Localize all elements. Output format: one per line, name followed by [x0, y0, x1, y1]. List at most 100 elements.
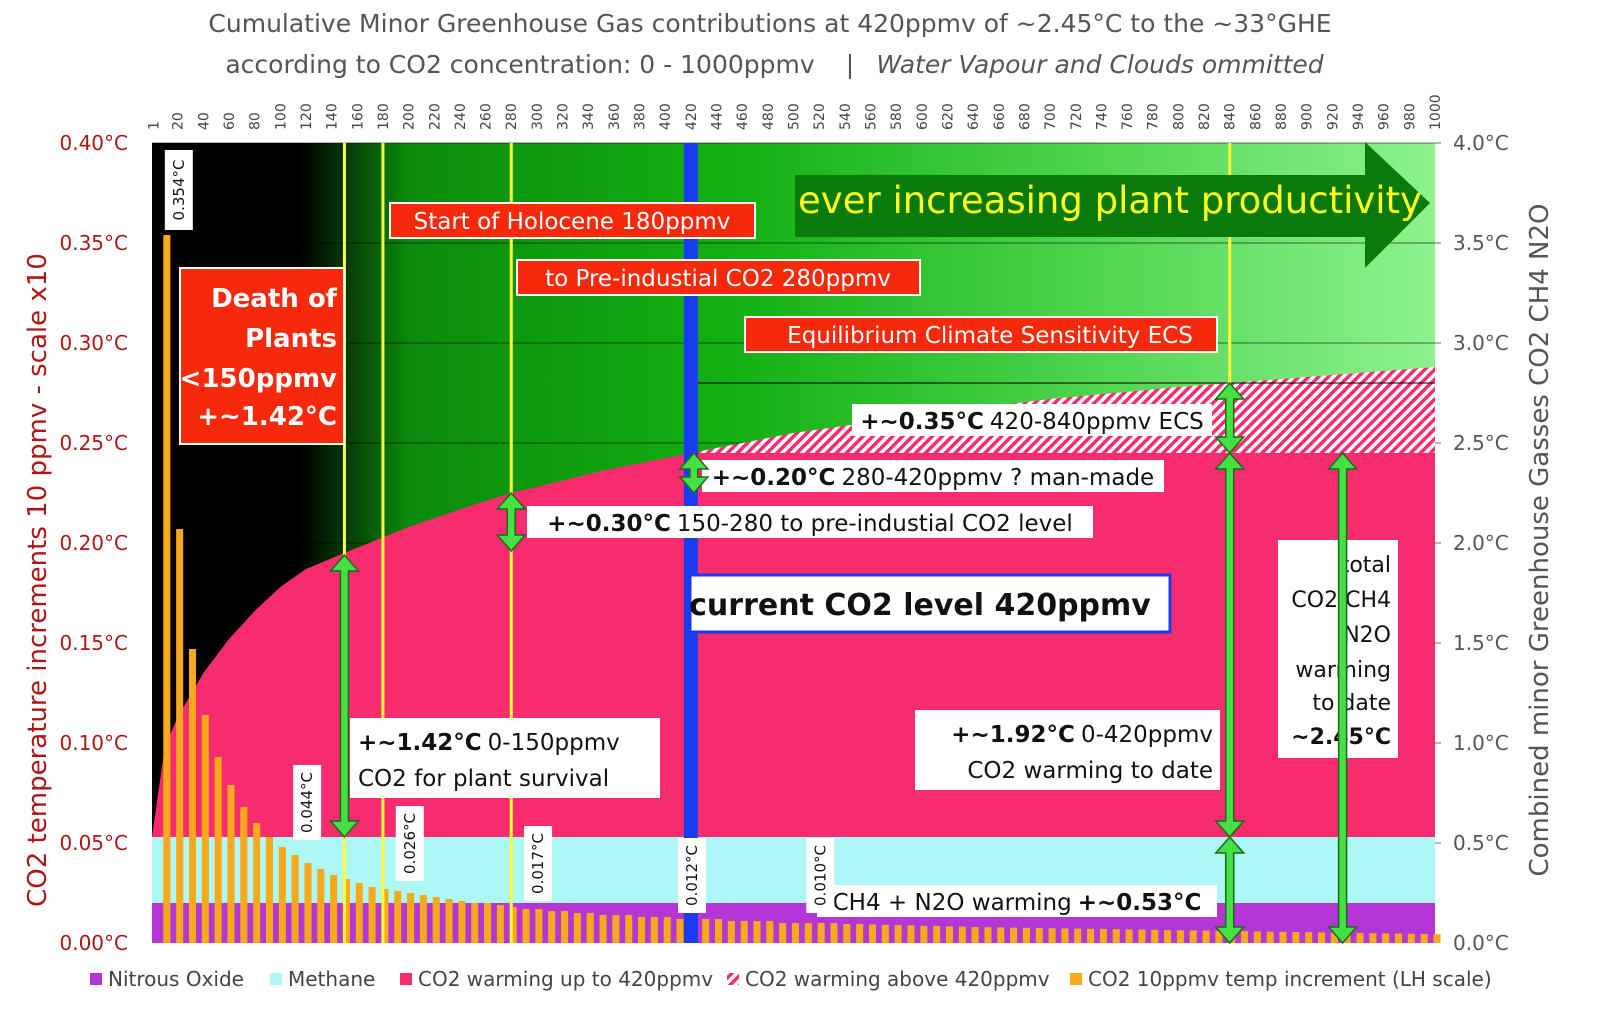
x-tick-200: 200 — [402, 103, 418, 130]
bar-300 — [535, 909, 543, 943]
productivity-arrow — [795, 142, 1430, 268]
bar-500 — [791, 923, 800, 943]
x-tick-560: 560 — [863, 103, 879, 130]
bar-label-box-290 — [524, 826, 553, 901]
bar-780 — [1151, 929, 1159, 943]
arrow-total-shape — [1326, 451, 1359, 945]
ann-020-label: +~0.20°C 280-420ppmv ? man-made — [712, 465, 1154, 491]
ann-030-label: +~0.30°C 150-280 to pre-industial CO2 lev… — [547, 511, 1073, 537]
bar-610 — [933, 926, 941, 943]
arrow-280-420-shape — [678, 451, 710, 495]
bar-450 — [727, 921, 735, 943]
x-tick-640: 640 — [966, 103, 982, 130]
x-tick-960: 960 — [1377, 103, 1393, 130]
ann-030-box — [527, 506, 1093, 538]
x-tick-160: 160 — [350, 103, 366, 130]
title-line-1: Cumulative Minor Greenhouse Gas contribu… — [208, 9, 1331, 38]
x-tick-500: 500 — [787, 103, 803, 130]
right-axis-title: Combined minor Greenhouse Gasses CO2 CH4… — [1525, 203, 1555, 876]
legend-label-4: CO2 10ppmv temp increment (LH scale) — [1088, 967, 1492, 991]
bar-520 — [817, 923, 825, 943]
bar-640 — [971, 927, 979, 943]
bar-590 — [907, 925, 915, 943]
bar-50 — [214, 757, 222, 943]
range-arrows — [328, 381, 1359, 945]
right-tick-1: 0.5°C — [1453, 831, 1509, 855]
left-tick-1: 0.05°C — [60, 831, 129, 855]
bar-690 — [1035, 928, 1043, 943]
bar-900 — [1305, 932, 1313, 943]
legend-swatch-0 — [90, 973, 102, 985]
x-tick-300: 300 — [530, 103, 546, 130]
bar-240 — [458, 901, 466, 943]
holocene-label: Start of Holocene 180ppmv — [414, 209, 731, 235]
x-tick-480: 480 — [761, 103, 777, 130]
x-tick-140: 140 — [325, 103, 341, 130]
death-label-2: Plants — [245, 324, 337, 354]
arrow-total — [1326, 451, 1359, 945]
bar-540 — [843, 924, 851, 943]
right-tick-8: 4.0°C — [1453, 131, 1509, 155]
bar-380 — [638, 917, 646, 943]
bar-70 — [240, 807, 248, 943]
left-tick-3: 0.15°C — [60, 631, 129, 655]
bar-890 — [1292, 932, 1300, 943]
x-tick-40: 40 — [196, 112, 212, 130]
left-tick-0: 0.00°C — [60, 931, 129, 955]
x-tick-700: 700 — [1043, 103, 1059, 130]
right-tick-5: 2.5°C — [1453, 431, 1509, 455]
arrow-ghg-other-shape — [1214, 835, 1246, 945]
left-tick-8: 0.40°C — [60, 131, 129, 155]
current-level-label: current CO2 level 420ppmv — [689, 588, 1151, 623]
bar-770 — [1138, 929, 1146, 943]
left-axis-ticks: 0.00°C 0.05°C 0.10°C 0.15°C 0.20°C 0.25°C 0.30… — [60, 131, 129, 955]
x-tick-1000: 1000 — [1428, 94, 1444, 130]
x-tick-980: 980 — [1402, 103, 1418, 130]
title-line-2b: Water Vapour and Clouds ommitted — [876, 50, 1323, 79]
bar-30 — [188, 649, 197, 943]
legend-label-1: Methane — [288, 967, 375, 991]
x-tick-840: 840 — [1223, 103, 1239, 130]
bar-850 — [1241, 931, 1249, 943]
bar-10 — [163, 235, 171, 943]
x-tick-580: 580 — [889, 103, 905, 130]
current-level-line — [683, 143, 698, 943]
x-tick-1: 1 — [146, 121, 162, 130]
left-tick-5: 0.25°C — [60, 431, 129, 455]
right-tick-7: 3.5°C — [1453, 231, 1509, 255]
x-tick-20: 20 — [171, 112, 187, 130]
ch4-label: CH4 + N2O warming +~0.53°C — [833, 890, 1202, 916]
x-tick-340: 340 — [581, 103, 597, 130]
bar-260 — [484, 903, 492, 943]
x-tick-260: 260 — [479, 103, 495, 130]
productivity-arrow-label: ever increasing plant productivity — [798, 179, 1422, 222]
bar-870 — [1266, 931, 1274, 943]
x-tick-780: 780 — [1146, 103, 1162, 130]
arrow-150-280 — [495, 491, 527, 553]
x-tick-100: 100 — [273, 103, 289, 130]
bar-480 — [766, 921, 774, 943]
bar-410 — [676, 919, 684, 943]
legend-label-2: CO2 warming up to 420ppmv — [418, 967, 713, 991]
x-tick-420: 420 — [684, 103, 700, 130]
bar-530 — [830, 923, 838, 943]
bar-800 — [1176, 930, 1184, 943]
bar-100 — [278, 847, 286, 943]
x-tick-220: 220 — [427, 103, 443, 130]
ann-192-box — [915, 710, 1220, 790]
bar-170 — [368, 887, 376, 943]
x-tick-360: 360 — [607, 103, 623, 130]
bar-660 — [997, 927, 1005, 943]
x-tick-760: 760 — [1120, 103, 1136, 130]
right-tick-3: 1.5°C — [1453, 631, 1509, 655]
bar-970 — [1394, 933, 1403, 943]
bar-650 — [984, 927, 992, 943]
x-tick-800: 800 — [1171, 103, 1187, 130]
bar-400 — [663, 917, 671, 943]
bar-560 — [868, 924, 877, 943]
x-tick-600: 600 — [915, 103, 931, 130]
bar-110 — [291, 855, 299, 943]
bar-290 — [522, 909, 530, 943]
ann-142-sub: CO2 for plant survival — [358, 766, 609, 792]
bar-130 — [317, 869, 325, 943]
